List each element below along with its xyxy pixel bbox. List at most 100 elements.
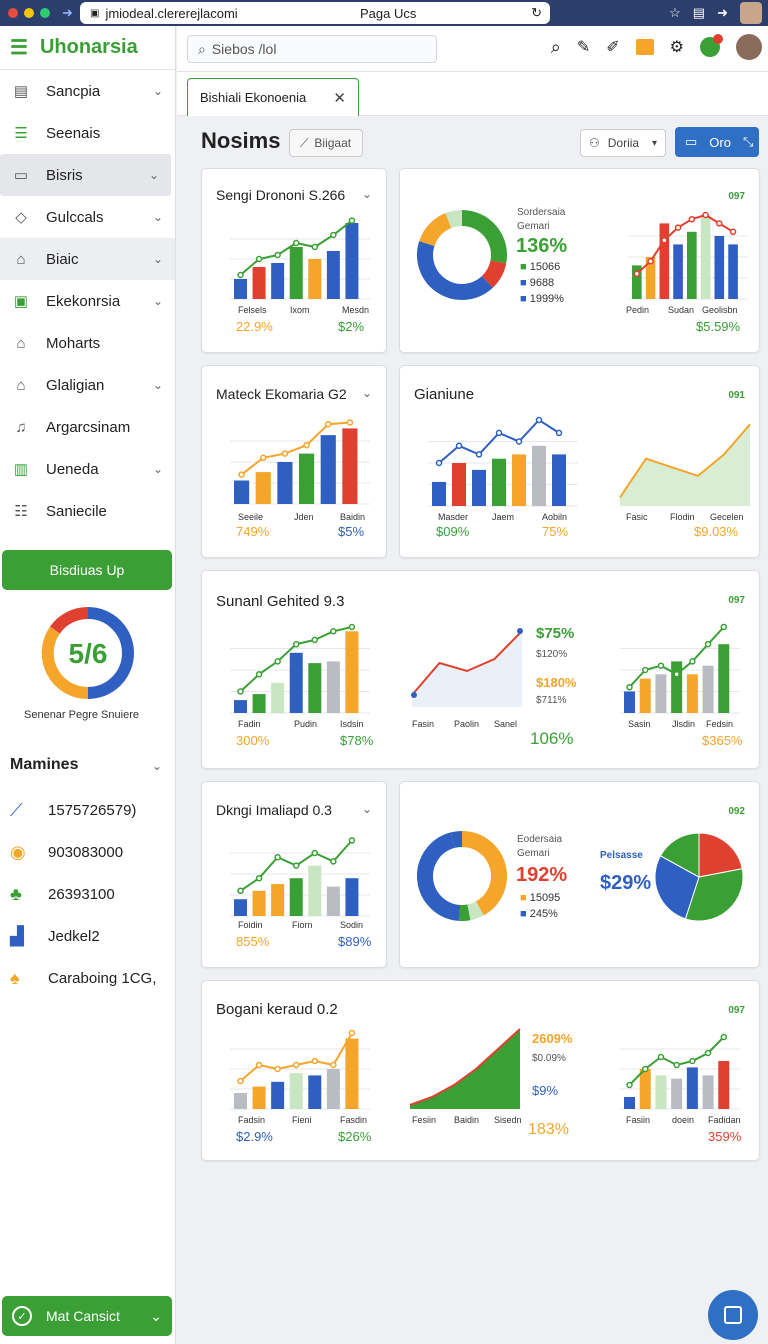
card-c6[interactable]: Dkngi Imaliapd 0.3 ⌄ Foidin Fiorn Sodin … <box>201 781 387 968</box>
notification-icon[interactable] <box>700 34 723 57</box>
sidebar-item-label: Ueneda <box>46 460 99 478</box>
chart-bar <box>702 1075 714 1109</box>
stat-row[interactable]: ⟋ 1575726579) <box>10 796 136 824</box>
sidebar-item[interactable]: ◇ Gulccals ⌄ <box>0 196 175 238</box>
sidebar-item[interactable]: ⌂ Glaligian ⌄ <box>0 364 175 406</box>
settings-icon[interactable]: ⚙ <box>669 39 684 56</box>
chevron-down-icon: ▾ <box>651 137 657 149</box>
hamburger-icon[interactable]: ☰ <box>10 37 28 59</box>
pen-icon[interactable]: ✐ <box>606 39 620 56</box>
trend-point <box>674 224 682 231</box>
url-bar[interactable]: ▣ jmiodeal.clererejlacomi Paga Ucs ↻ <box>80 2 550 24</box>
card-c1[interactable]: Sengi Drononi S.266 ⌄ Felsels Ixom Mesdn… <box>201 168 387 353</box>
trend-point <box>515 438 523 445</box>
reload-icon[interactable]: ↻ <box>531 5 542 20</box>
sidebar-item[interactable]: ▣ Ekekonrsia ⌄ <box>0 280 175 322</box>
card-c4[interactable]: Gianiune 091 Masder Jaem Aobiln $09% 75%… <box>399 365 760 558</box>
floating-action-button[interactable] <box>708 1290 758 1340</box>
sidebar-item-label: Biaic <box>46 250 79 268</box>
profile-avatar[interactable] <box>740 2 762 24</box>
back-arrow-icon[interactable]: ➜ <box>62 5 73 20</box>
search-placeholder: Siebos /lol <box>211 41 277 57</box>
legend-subtitle: Gemari <box>517 221 550 232</box>
view-label: Oro <box>709 134 731 150</box>
heading-button[interactable]: ⟋ Biigaat <box>289 129 363 157</box>
section-chevron-icon[interactable]: ⌄ <box>152 759 163 773</box>
x-label-1: Fadin <box>238 719 261 729</box>
search-icon[interactable]: ⌕ <box>550 36 561 57</box>
chart-bar <box>252 694 266 713</box>
chart-bar <box>234 899 247 916</box>
extension-icon[interactable]: ▤ <box>692 5 706 20</box>
filter-dropdown[interactable]: ⚇ Doriia ▾ <box>580 129 666 157</box>
bar-line-chart <box>230 217 370 300</box>
value-5: 106% <box>530 729 574 748</box>
trend-point <box>237 271 244 279</box>
sidebar-item[interactable]: ▭ Bisris ⌄ <box>0 154 171 196</box>
chart-bar <box>671 1078 683 1109</box>
chart-bar <box>659 223 670 299</box>
stat-row[interactable]: ▟ Jedkel2 <box>10 922 100 950</box>
trend-point <box>673 1061 680 1069</box>
area-line <box>411 630 523 696</box>
chevron-down-icon[interactable]: ⌄ <box>361 802 372 816</box>
x-label-2: doein <box>672 1115 695 1125</box>
sidebar-item-label: Ekekonrsia <box>46 292 121 310</box>
sidebar-item[interactable]: ♫ Argarcsinam <box>0 406 175 448</box>
x-label-2: Sudan <box>668 305 695 315</box>
sidebar-item[interactable]: ⌂ Moharts <box>0 322 175 364</box>
x-label-2: Fieni <box>292 1115 312 1125</box>
card-c2[interactable]: 097 Sordersaia Gemari 136% ■ 15066 ■ 968… <box>399 168 760 353</box>
maximize-window-icon[interactable] <box>40 8 50 18</box>
forward-icon[interactable]: ➜ <box>717 5 728 20</box>
edit-icon[interactable]: ✎ <box>576 39 591 56</box>
bottom-button[interactable]: ✓ Mat Cansict ⌄ <box>2 1296 172 1336</box>
sidebar-item[interactable]: ☷ Saniecile <box>0 490 175 532</box>
card-footer-metric: $365% <box>702 733 743 748</box>
stat-row[interactable]: ◉ 903083000 <box>10 838 123 866</box>
sidebar-item[interactable]: ⌂ Biaic ⌄ <box>0 238 175 280</box>
stat-row[interactable]: ♣ 26393100 <box>10 880 115 908</box>
sidebar-item[interactable]: ▤ Sancpia ⌄ <box>0 70 175 112</box>
sidebar-item[interactable]: ☰ Seenais <box>0 112 175 154</box>
close-tab-icon[interactable]: ✕ <box>333 89 346 107</box>
chart-bar <box>532 445 546 506</box>
filter-label: Doriia <box>607 136 640 150</box>
tab-active[interactable]: Bishiali Ekonoenia ✕ <box>187 78 359 116</box>
card-c3[interactable]: Mateck Ekomaria G2 ⌄ Seeile Jden Baidin … <box>201 365 387 558</box>
progress-gauge: 5/6 <box>41 606 134 700</box>
chevron-down-icon[interactable]: ⌄ <box>361 187 372 201</box>
area-line <box>619 423 751 498</box>
chevron-down-icon[interactable]: ⌄ <box>361 386 372 400</box>
donut-segment <box>419 222 443 247</box>
donut-chart <box>417 831 507 921</box>
close-window-icon[interactable] <box>8 8 18 18</box>
chart-bar <box>452 463 466 506</box>
chart-bar <box>234 480 250 504</box>
pie-label: Pelsasse <box>600 850 643 861</box>
card-c8[interactable]: Bogani keraud 0.2 097 Fadsin Fieni Fasdi… <box>201 980 760 1161</box>
star-icon[interactable]: ☆ <box>669 5 681 20</box>
user-avatar[interactable] <box>736 34 762 60</box>
section-title: Mamines <box>10 756 79 773</box>
legend-subtitle: Gemari <box>517 848 550 859</box>
card-c7[interactable]: 092 Eodersaia Gemari 192% ■ 15095 ■ 245%… <box>399 781 760 968</box>
x-label-2: Paolin <box>454 719 480 729</box>
chart-bar <box>299 453 315 504</box>
cta-button[interactable]: Bisdiuas Up <box>2 550 172 590</box>
card-c5[interactable]: Sunanl Gehited 9.3 097 Fadin Pudin Isdsi… <box>201 570 760 769</box>
box-icon[interactable] <box>635 39 654 55</box>
view-button[interactable]: ▭ Oro ⤡ <box>675 127 759 157</box>
search-input[interactable]: ⌕ Siebos /lol <box>187 35 437 63</box>
metric-right: 75% <box>542 524 569 539</box>
x-label-3: Fadidan <box>708 1115 741 1125</box>
toolbar: ⌕ Siebos /lol ⌕ ✎ ✐ ⚙ <box>177 26 768 72</box>
value-1: $75% <box>536 625 575 642</box>
trend-point <box>661 236 668 244</box>
sidebar-item[interactable]: ▥ Ueneda ⌄ <box>0 448 175 490</box>
trend-point <box>626 1081 633 1089</box>
legend-title: Eodersaia <box>517 834 563 845</box>
stat-row[interactable]: ♠ Caraboing 1CG, <box>10 964 156 992</box>
minimize-window-icon[interactable] <box>24 8 34 18</box>
big-metric: 192% <box>516 864 568 886</box>
